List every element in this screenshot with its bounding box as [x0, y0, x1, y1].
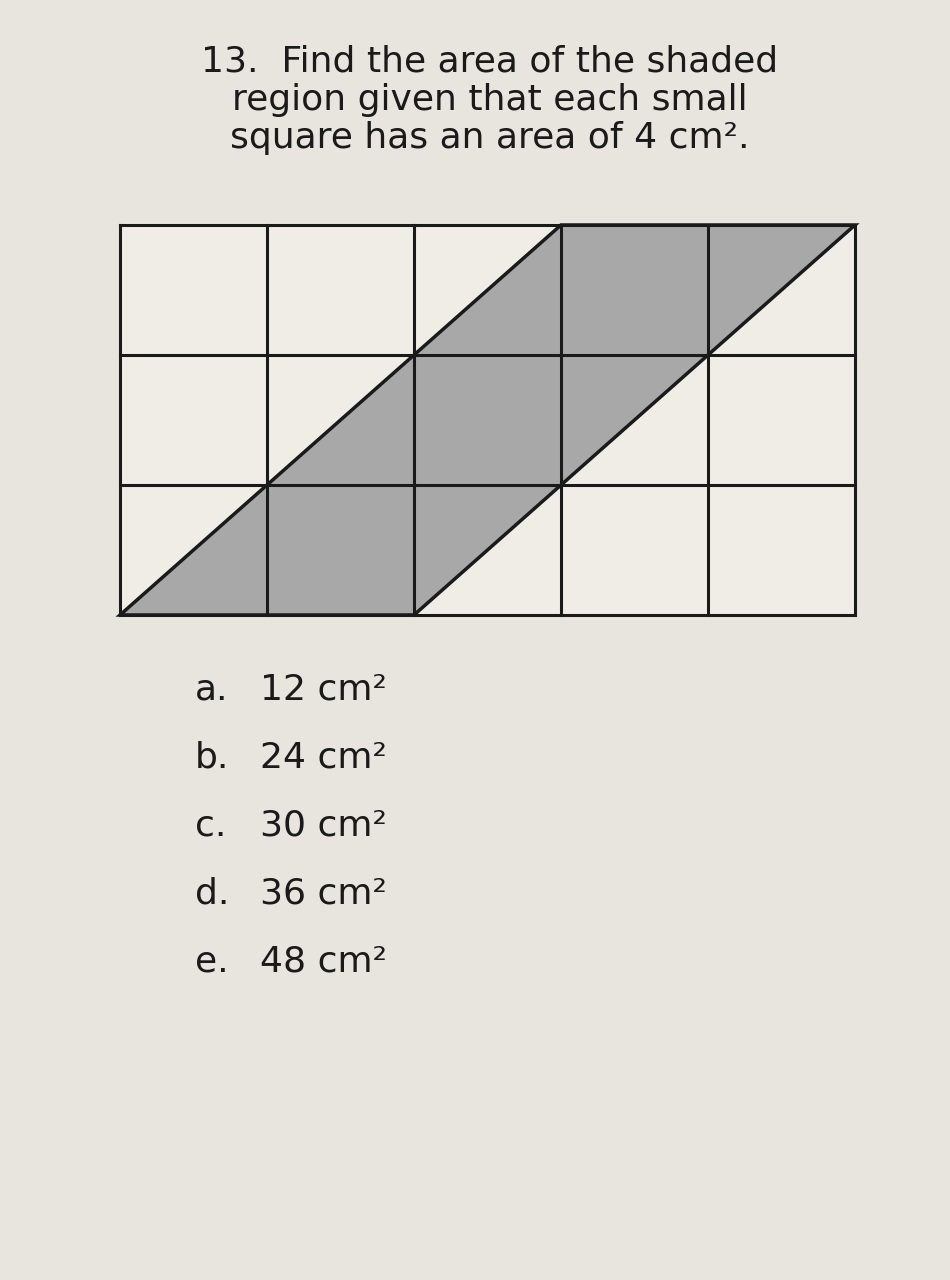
Polygon shape	[120, 225, 855, 614]
Text: 30 cm²: 30 cm²	[260, 809, 387, 844]
Text: 36 cm²: 36 cm²	[260, 877, 387, 911]
Text: square has an area of 4 cm².: square has an area of 4 cm².	[230, 122, 750, 155]
Text: d.: d.	[195, 877, 229, 911]
Polygon shape	[120, 225, 855, 614]
Text: 24 cm²: 24 cm²	[260, 741, 387, 774]
Text: region given that each small: region given that each small	[232, 83, 748, 116]
Text: c.: c.	[195, 809, 226, 844]
Text: 12 cm²: 12 cm²	[260, 673, 387, 707]
Text: e.: e.	[195, 945, 229, 979]
Text: b.: b.	[195, 741, 229, 774]
Text: 13.  Find the area of the shaded: 13. Find the area of the shaded	[201, 45, 779, 79]
Text: 48 cm²: 48 cm²	[260, 945, 387, 979]
Text: a.: a.	[195, 673, 229, 707]
